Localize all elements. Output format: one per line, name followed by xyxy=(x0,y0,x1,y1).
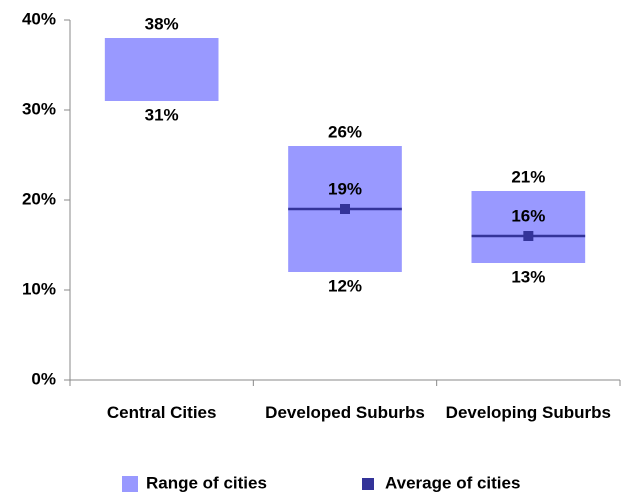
legend-swatch xyxy=(362,478,374,490)
average-marker xyxy=(523,231,534,241)
high-label: 21% xyxy=(511,167,545,186)
x-tick-label: Developed Suburbs xyxy=(265,403,425,422)
y-tick-label: 30% xyxy=(22,99,56,118)
low-label: 31% xyxy=(145,105,179,124)
y-tick-label: 10% xyxy=(22,279,56,298)
average-label: 19% xyxy=(328,179,362,198)
y-tick-label: 0% xyxy=(31,369,56,388)
range-bar xyxy=(471,191,586,263)
legend-label: Range of cities xyxy=(146,473,267,492)
y-tick-label: 20% xyxy=(22,189,56,208)
x-tick-label: Central Cities xyxy=(106,403,217,422)
x-tick-label: Developing Suburbs xyxy=(445,403,611,422)
average-label: 16% xyxy=(511,206,545,225)
low-label: 13% xyxy=(511,267,545,286)
y-tick-label: 40% xyxy=(22,9,56,28)
low-label: 12% xyxy=(328,276,362,295)
average-marker xyxy=(340,204,350,214)
legend-label: Average of cities xyxy=(385,473,520,492)
high-label: 26% xyxy=(328,122,362,141)
high-label: 38% xyxy=(145,14,179,33)
range-bar xyxy=(104,38,219,101)
legend-swatch xyxy=(122,476,138,492)
